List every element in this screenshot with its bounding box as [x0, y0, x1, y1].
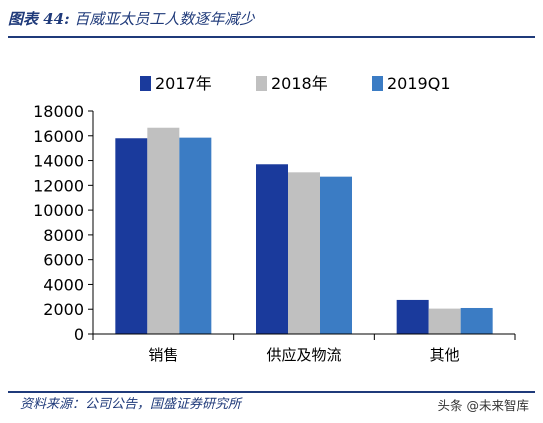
x-category-label: 销售 — [148, 346, 178, 364]
bar-2-series-0 — [396, 299, 429, 334]
bar-chart: 2017年 2018年 2019Q1 0 2000 4000 6000 8000 10000 1… — [33, 74, 516, 364]
footer-divider — [8, 391, 535, 393]
title-divider — [8, 36, 535, 38]
bar-2-series-2 — [460, 307, 493, 334]
figure-number: 图表 44: — [8, 10, 70, 28]
bar-0-series-2 — [179, 137, 212, 334]
bar-group — [115, 127, 493, 334]
watermark: 头条 @未来智库 — [437, 398, 529, 413]
bar-0-series-0 — [115, 138, 148, 334]
bar-0-series-1 — [147, 127, 180, 334]
legend-label-2: 2019Q1 — [387, 74, 451, 93]
bar-1-series-0 — [256, 164, 288, 334]
y-tick-label: 8000 — [43, 226, 84, 245]
y-tick-label: 6000 — [43, 251, 84, 270]
source-note: 资料来源：公司公告，国盛证券研究所 — [20, 397, 242, 412]
y-tick-label: 10000 — [33, 201, 84, 220]
figure-title: 图表 44: 百威亚太员工人数逐年减少 — [8, 6, 535, 32]
bar-1-series-2 — [320, 176, 352, 334]
legend-swatch-0 — [140, 76, 151, 91]
legend-swatch-2 — [372, 76, 383, 91]
y-tick-label: 16000 — [33, 127, 84, 146]
legend-swatch-1 — [256, 76, 267, 91]
y-tick-label: 4000 — [43, 275, 84, 294]
y-axis: 0 2000 4000 6000 8000 10000 12000 14000 16000 180… — [33, 102, 94, 344]
y-tick-label: 2000 — [43, 300, 84, 319]
y-tick-label: 18000 — [33, 102, 84, 121]
chart-legend: 2017年 2018年 2019Q1 — [140, 74, 451, 93]
legend-label-1: 2018年 — [271, 74, 328, 93]
x-category-label: 供应及物流 — [266, 346, 341, 364]
legend-label-0: 2017年 — [155, 74, 212, 93]
y-tick-label: 0 — [74, 325, 84, 344]
x-category-label: 其他 — [430, 346, 460, 364]
y-tick-label: 14000 — [33, 152, 84, 171]
x-axis: 销售 供应及物流 其他 — [92, 333, 516, 364]
bar-1-series-1 — [288, 172, 320, 334]
figure-title-text: 百威亚太员工人数逐年减少 — [74, 10, 255, 28]
bar-2-series-1 — [428, 308, 461, 334]
y-tick-label: 12000 — [33, 176, 84, 195]
